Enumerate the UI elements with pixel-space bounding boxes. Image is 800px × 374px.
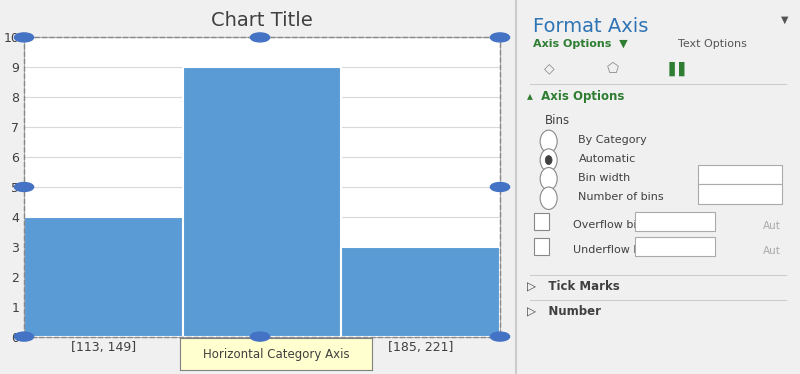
Circle shape (546, 156, 552, 165)
FancyBboxPatch shape (534, 238, 549, 255)
Circle shape (540, 149, 557, 171)
FancyBboxPatch shape (534, 213, 549, 230)
Text: ▐▐: ▐▐ (664, 62, 685, 76)
Text: Text Options: Text Options (678, 39, 746, 49)
Text: Overflow bin: Overflow bin (573, 220, 643, 230)
FancyBboxPatch shape (698, 165, 782, 184)
Text: Axis Options  ▼: Axis Options ▼ (533, 39, 628, 49)
Text: Aut: Aut (762, 246, 781, 256)
Text: Number of bins: Number of bins (578, 192, 664, 202)
Bar (24, 217, 182, 337)
Text: ◇: ◇ (544, 62, 555, 76)
Text: By Category: By Category (578, 135, 647, 145)
Circle shape (540, 187, 557, 209)
Text: Bin width: Bin width (578, 173, 630, 183)
Bar (182, 67, 342, 337)
Bar (342, 247, 500, 337)
Text: ▷   Tick Marks: ▷ Tick Marks (527, 279, 620, 292)
Text: Bins: Bins (544, 114, 570, 127)
Text: 84.0: 84.0 (662, 246, 687, 256)
Text: Aut: Aut (762, 221, 781, 232)
Text: ⬠: ⬠ (607, 62, 619, 76)
Text: ▷   Number: ▷ Number (527, 304, 602, 318)
Text: Underflow bin: Underflow bin (573, 245, 650, 255)
Circle shape (540, 130, 557, 153)
Text: 3: 3 (736, 193, 743, 203)
Text: Format Axis: Format Axis (533, 17, 649, 36)
Text: Horizontal Category Axis: Horizontal Category Axis (202, 348, 350, 361)
FancyBboxPatch shape (635, 237, 715, 256)
Text: 242.0: 242.0 (659, 221, 691, 232)
Text: ▴  Axis Options: ▴ Axis Options (527, 90, 625, 103)
Text: ▼: ▼ (781, 15, 789, 25)
FancyBboxPatch shape (635, 212, 715, 231)
Text: 36.0: 36.0 (727, 173, 752, 183)
Title: Chart Title: Chart Title (211, 11, 313, 30)
FancyBboxPatch shape (698, 184, 782, 204)
Text: Automatic: Automatic (578, 154, 636, 164)
Circle shape (540, 168, 557, 190)
